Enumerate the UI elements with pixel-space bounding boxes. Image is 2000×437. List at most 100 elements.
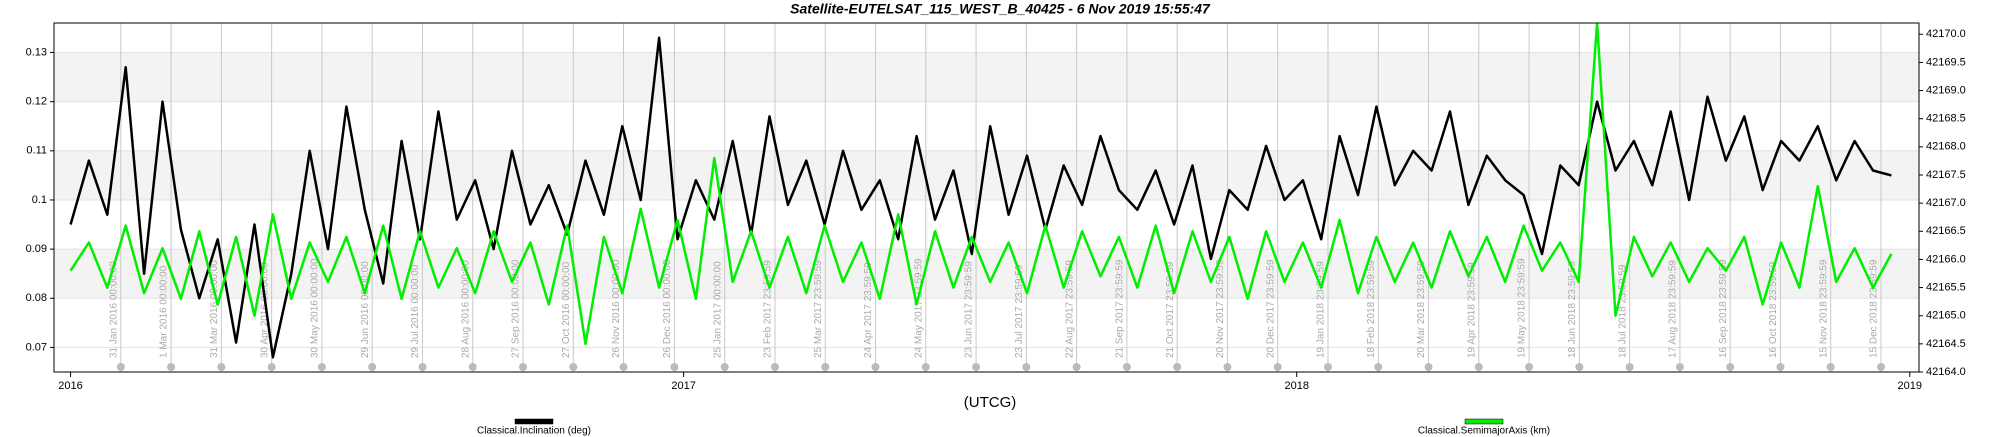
event-label: 18 Jun 2018 23:59:59 [1567, 261, 1578, 358]
series-line [69, 23, 1893, 346]
x-tick-label: 2016 [58, 380, 82, 392]
chart-title: Satellite-EUTELSAT_115_WEST_B_40425 - 6 … [790, 1, 1211, 17]
event-marker [1374, 363, 1383, 371]
event-marker [468, 363, 477, 371]
event-label: 19 May 2018 23:59:59 [1517, 258, 1528, 358]
event-marker [670, 363, 679, 371]
event-label: 24 May 2017 23:59:59 [913, 258, 924, 358]
y-tick-label: 0.1 [32, 194, 47, 206]
event-marker [267, 363, 276, 371]
event-label: 17 Aug 2018 23:59:59 [1668, 260, 1679, 358]
event-label: 20 Mar 2018 23:59:59 [1416, 260, 1427, 358]
event-label: 18 Feb 2018 23:59:59 [1366, 260, 1377, 358]
event-marker [368, 363, 377, 371]
event-label: 16 Sep 2018 23:59:59 [1718, 259, 1729, 358]
event-label: 21 Oct 2017 23:59:59 [1165, 261, 1176, 358]
event-label: 20 Dec 2017 23:59:59 [1265, 259, 1276, 358]
event-label: 15 Dec 2018 23:59:59 [1869, 259, 1880, 358]
event-marker [116, 363, 125, 371]
event-marker [1273, 363, 1282, 371]
y2-tick-label: 42166.5 [1926, 225, 1966, 237]
event-marker [821, 363, 830, 371]
y2-tick-label: 42167.5 [1926, 169, 1966, 181]
event-marker [1022, 363, 1031, 371]
event-label: 23 Jun 2017 23:59:59 [964, 261, 975, 358]
event-label: 24 Apr 2017 23:59:59 [863, 262, 874, 358]
event-marker [167, 363, 176, 371]
event-label: 23 Jul 2017 23:59:59 [1014, 264, 1025, 358]
legend-label: Classical.SemimajorAxis (km) [1418, 426, 1550, 437]
event-label: 19 Jan 2018 23:59:59 [1316, 261, 1327, 358]
event-marker [720, 363, 729, 371]
y2-tick-label: 42170.0 [1926, 28, 1966, 40]
x-tick-label: 2019 [1898, 380, 1922, 392]
event-label: 27 Oct 2016 00:00:00 [561, 261, 572, 358]
y-tick-label: 0.07 [26, 341, 47, 353]
y2-tick-label: 42169.5 [1926, 56, 1966, 68]
y2-tick-label: 42168.0 [1926, 141, 1966, 153]
event-label: 18 Jul 2018 23:59:59 [1617, 264, 1628, 358]
event-label: 31 Mar 2016 00:00:00 [209, 260, 220, 358]
event-marker [1876, 363, 1885, 371]
event-label: 23 Feb 2017 23:59:59 [763, 260, 774, 358]
event-marker [921, 363, 930, 371]
event-label: 15 Nov 2018 23:59:59 [1818, 259, 1829, 358]
event-label: 29 Jun 2016 00:00:00 [360, 261, 371, 358]
event-marker [418, 363, 427, 371]
event-marker [1675, 363, 1684, 371]
event-marker [217, 363, 226, 371]
y-tick-label: 0.12 [26, 96, 47, 108]
y2-tick-label: 42164.0 [1926, 366, 1966, 378]
event-label: 30 Apr 2016 00:00:00 [259, 262, 270, 358]
event-label: 20 Nov 2017 23:59:59 [1215, 259, 1226, 358]
y2-tick-label: 42165.5 [1926, 281, 1966, 293]
event-label: 30 May 2016 00:00:00 [310, 258, 321, 358]
event-label: 22 Aug 2017 23:59:59 [1064, 260, 1075, 358]
y-tick-label: 0.13 [26, 46, 47, 58]
y2-tick-label: 42168.5 [1926, 113, 1966, 125]
event-marker [1072, 363, 1081, 371]
event-marker [871, 363, 880, 371]
event-marker [519, 363, 528, 371]
event-label: 31 Jan 2016 00:00:00 [108, 261, 119, 358]
event-label: 21 Sep 2017 23:59:59 [1115, 259, 1126, 358]
event-marker [1575, 363, 1584, 371]
x-tick-label: 2018 [1284, 380, 1308, 392]
band [54, 52, 1919, 102]
y2-tick-label: 42166.0 [1926, 253, 1966, 265]
x-axis-label: (UTCG) [964, 394, 1017, 411]
event-marker [1726, 363, 1735, 371]
event-label: 19 Apr 2018 23:59:59 [1466, 262, 1477, 358]
y2-tick-label: 42169.0 [1926, 84, 1966, 96]
event-marker [1122, 363, 1131, 371]
event-marker [972, 363, 981, 371]
y2-tick-label: 42167.0 [1926, 197, 1966, 209]
y-tick-label: 0.08 [26, 292, 47, 304]
event-label: 28 Aug 2016 00:00:00 [460, 260, 471, 358]
y2-tick-label: 42165.0 [1926, 310, 1966, 322]
event-label: 26 Nov 2016 00:00:00 [611, 259, 622, 358]
event-marker [1223, 363, 1232, 371]
event-label: 26 Dec 2016 00:00:00 [662, 259, 673, 358]
y-tick-label: 0.11 [26, 145, 47, 157]
plot-frame [53, 22, 1920, 373]
event-marker [1776, 363, 1785, 371]
event-marker [1424, 363, 1433, 371]
event-label: 16 Oct 2018 23:59:59 [1768, 261, 1779, 358]
event-marker [619, 363, 628, 371]
x-tick-label: 2017 [671, 380, 695, 392]
event-label: 25 Mar 2017 23:59:59 [813, 260, 824, 358]
event-marker [569, 363, 578, 371]
event-marker [1826, 363, 1835, 371]
y2-tick-label: 42164.5 [1926, 338, 1966, 350]
event-label: 29 Jul 2016 00:00:00 [410, 264, 421, 358]
event-label: 1 Mar 2016 00:00:00 [159, 265, 170, 358]
event-marker [317, 363, 326, 371]
event-marker [1323, 363, 1332, 371]
legend-label: Classical.Inclination (deg) [477, 426, 591, 437]
event-label: 27 Sep 2016 00:00:00 [511, 259, 522, 358]
event-marker [770, 363, 779, 371]
event-marker [1525, 363, 1534, 371]
event-marker [1173, 363, 1182, 371]
